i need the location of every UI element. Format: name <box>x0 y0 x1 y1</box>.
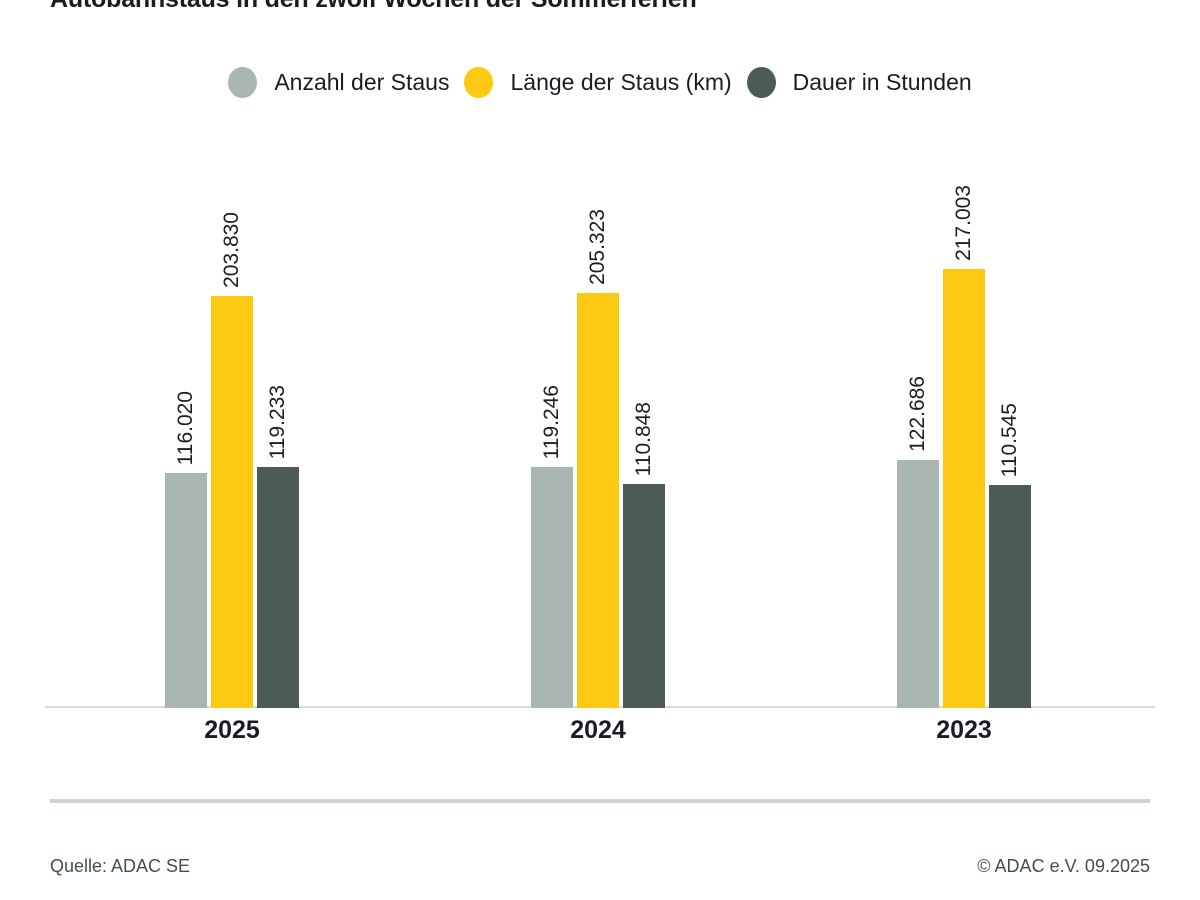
bar-value-2023-dauer-in-stunden: 110.545 <box>998 402 1021 477</box>
legend-item-anzahl: Anzahl der Staus <box>228 66 450 98</box>
bar-2023-dauer-in-stunden <box>989 485 1031 708</box>
legend-item-dauer: Dauer in Stunden <box>746 66 972 98</box>
bar-value-2023-anzahl-der-staus: 122.686 <box>906 376 929 452</box>
bar-value-2025-anzahl-der-staus: 116.020 <box>174 390 197 465</box>
legend-label: Dauer in Stunden <box>792 68 972 95</box>
bar-2025-anzahl-der-staus <box>165 473 207 708</box>
bar-2023-l-nge-der-staus-km <box>943 269 985 708</box>
bar-value-2024-anzahl-der-staus: 119.246 <box>540 384 563 459</box>
legend-item-laenge: Länge der Staus (km) <box>464 66 732 98</box>
bar-2024-dauer-in-stunden <box>623 484 665 708</box>
bar-2023-anzahl-der-staus <box>897 460 939 708</box>
legend-label: Anzahl der Staus <box>274 68 450 95</box>
legend-dot-dark-icon <box>746 66 776 98</box>
bar-value-2024-dauer-in-stunden: 110.848 <box>632 401 655 476</box>
copyright-note: © ADAC e.V. 09.2025 <box>977 856 1150 876</box>
chart-title: Autobahnstaus in den zwölf Wochen der So… <box>50 0 697 12</box>
source-note: Quelle: ADAC SE <box>50 856 191 876</box>
legend-dot-gray-icon <box>228 66 258 98</box>
category-label-2025: 2025 <box>204 716 260 744</box>
legend-dot-yellow-icon <box>464 66 494 98</box>
chart-legend: Anzahl der Staus Länge der Staus (km) Da… <box>0 62 1200 102</box>
category-label-2023: 2023 <box>936 716 992 744</box>
legend-label: Länge der Staus (km) <box>510 68 732 95</box>
bar-value-2025-dauer-in-stunden: 119.233 <box>266 384 289 459</box>
footer-separator <box>50 799 1150 803</box>
bar-value-2025-l-nge-der-staus-km: 203.830 <box>220 212 243 288</box>
bar-value-2023-l-nge-der-staus-km: 217.003 <box>952 185 975 261</box>
bar-2025-dauer-in-stunden <box>257 467 299 708</box>
bar-2024-l-nge-der-staus-km <box>577 293 619 708</box>
category-label-2024: 2024 <box>570 716 626 744</box>
bar-value-2024-l-nge-der-staus-km: 205.323 <box>586 209 609 285</box>
bar-2025-l-nge-der-staus-km <box>211 296 253 708</box>
bar-2024-anzahl-der-staus <box>531 467 573 708</box>
